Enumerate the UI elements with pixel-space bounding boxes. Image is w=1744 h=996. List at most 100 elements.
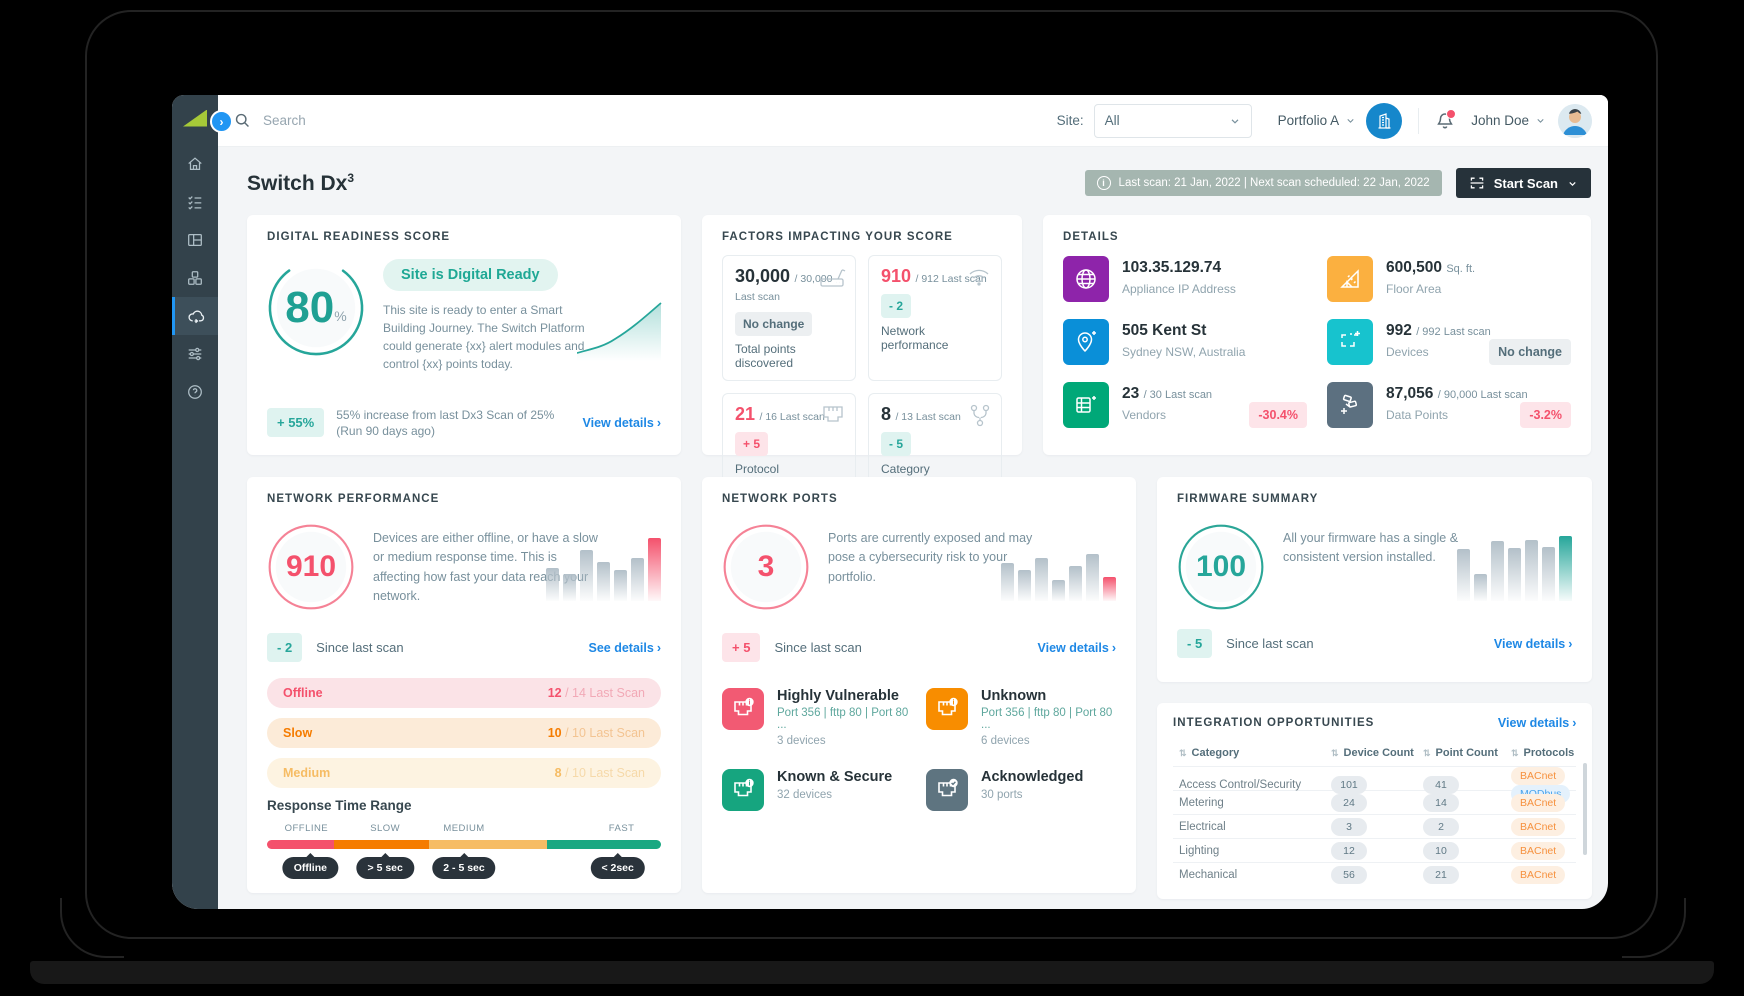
firmware-bars-chart — [1457, 535, 1573, 601]
main-content: Switch Dx3 i Last scan: 21 Jan, 2022 | N… — [218, 147, 1608, 909]
bar — [1103, 577, 1116, 601]
sidebar-nav — [172, 145, 218, 411]
sidebar-item-help[interactable] — [172, 373, 218, 411]
bar — [1508, 548, 1522, 601]
sidebar-item-tasks[interactable] — [172, 183, 218, 221]
layout-icon — [188, 233, 202, 247]
port-item-highly-vulnerable: i Highly Vulnerable Port 356 | fttp 80 |… — [722, 688, 912, 747]
bar — [1491, 541, 1505, 601]
user-menu[interactable]: John Doe — [1471, 113, 1546, 128]
port-item-acknowledged: Acknowledged 30 ports — [926, 769, 1116, 811]
sort-icon: ⇅ — [1331, 748, 1339, 758]
see-details-link[interactable]: See details › — [588, 640, 662, 655]
chevron-down-icon — [1347, 119, 1354, 123]
table-row[interactable]: Lighting 12 10 BACnet — [1173, 838, 1577, 862]
table-row[interactable]: Access Control/Security 101 41 BACnetMOD… — [1173, 766, 1577, 803]
details-card: DETAILS 103.35.129.74 Appliance IP Addres… — [1043, 215, 1591, 455]
ports-grid: i Highly Vulnerable Port 356 | fttp 80 |… — [722, 688, 1116, 811]
table-row[interactable]: Electrical 3 2 BACnet — [1173, 814, 1577, 838]
home-icon — [188, 157, 202, 171]
topbar: Site: All Portfolio A John Doe — [218, 95, 1608, 147]
data-points-icon — [1327, 382, 1373, 428]
view-details-link[interactable]: View details › — [1493, 636, 1573, 651]
bar — [1559, 536, 1573, 601]
network-ports-ring: 3 — [722, 523, 810, 611]
port-alert-icon: i — [926, 688, 968, 730]
search-input[interactable] — [261, 112, 585, 129]
page-title: Switch Dx3 — [247, 170, 355, 195]
column-header-protocols[interactable]: ⇅ Protocols — [1511, 747, 1575, 759]
network-ports-bars-chart — [1001, 535, 1116, 601]
card-title: INTEGRATION OPPORTUNITIES — [1173, 717, 1375, 729]
since-last-scan: Since last scan — [774, 640, 862, 655]
column-header-point-count[interactable]: ⇅ Point Count — [1423, 747, 1498, 759]
port-item-known-secure: i Known & Secure 32 devices — [722, 769, 912, 811]
device-plus-icon — [1327, 319, 1373, 365]
bar — [546, 568, 559, 601]
portfolio-building-icon[interactable] — [1366, 102, 1403, 139]
view-details-link[interactable]: View details › — [1497, 716, 1577, 730]
bar — [648, 538, 661, 601]
laptop-hinge-left — [60, 898, 124, 958]
port-alert-icon: i — [722, 688, 764, 730]
readiness-delta-text: 55% increase from last Dx3 Scan of 25% (R… — [336, 407, 555, 438]
sidebar-item-settings[interactable] — [172, 335, 218, 373]
factor-badge: + 5 — [735, 432, 769, 456]
factor-network-performance: 910 / 912 Last scan - 2 Network performa… — [868, 255, 1002, 381]
table-header-row: ⇅ Category ⇅ Device Count ⇅ Point Count ⇅ Pr… — [1173, 740, 1576, 766]
notifications-button[interactable] — [1435, 108, 1457, 131]
protocol-chip: BACnet — [1511, 841, 1566, 860]
globe-icon — [1063, 256, 1109, 302]
delta-badge: - 2 — [267, 633, 303, 662]
bar — [1525, 540, 1539, 601]
cloud-sync-icon — [188, 310, 205, 323]
status-row-slow: Slow 10 / 10 Last Scan — [267, 718, 661, 748]
topbar-divider — [1418, 107, 1420, 134]
protocol-chip: BACnet — [1511, 767, 1566, 785]
site-select[interactable]: All — [1093, 103, 1252, 138]
last-scan-chip: i Last scan: 21 Jan, 2022 | Next scan sc… — [1084, 170, 1442, 196]
view-details-link[interactable]: View details › — [582, 415, 661, 430]
portfolio-selector[interactable]: Portfolio A — [1278, 113, 1357, 128]
sidebar-item-assets[interactable] — [172, 259, 218, 297]
readiness-description: This site is ready to enter a Smart Buil… — [383, 303, 585, 371]
port-check-icon — [926, 769, 968, 811]
scan-icon — [1470, 177, 1484, 189]
checklist-icon — [188, 196, 202, 210]
svg-text:i: i — [749, 781, 751, 788]
firmware-ring: 100 — [1177, 523, 1265, 611]
network-performance-description: Devices are either offline, or have a sl… — [373, 531, 598, 604]
protocol-chip: BACnet — [1511, 817, 1566, 836]
network-performance-bars-chart — [546, 535, 661, 601]
view-details-link[interactable]: View details › — [1037, 640, 1116, 655]
bar — [614, 570, 627, 601]
firmware-description: All your firmware has a single & consist… — [1283, 531, 1459, 565]
column-header-category[interactable]: ⇅ Category — [1179, 747, 1240, 759]
protocol-chip: BACnet — [1511, 865, 1566, 884]
port-list[interactable]: Port 356 | fttp 80 | Port 80 ... — [981, 707, 1113, 731]
start-scan-button[interactable]: Start Scan — [1455, 168, 1591, 198]
response-time-range-heading: Response Time Range — [267, 798, 412, 813]
app-logo[interactable] — [172, 95, 218, 141]
laptop-hinge-right — [1622, 898, 1686, 958]
table-scrollbar[interactable] — [1583, 763, 1588, 855]
bar — [563, 574, 576, 601]
bar — [1069, 566, 1082, 601]
table-row[interactable]: Metering 24 14 BACnet — [1173, 790, 1577, 814]
port-list[interactable]: Port 356 | fttp 80 | Port 80 ... — [777, 707, 909, 731]
network-ports-description: Ports are currently exposed and may pose… — [828, 531, 1033, 584]
bar — [1035, 558, 1048, 601]
table-row[interactable]: Mechanical 56 21 BACnet — [1173, 862, 1577, 886]
sidebar-expand-button[interactable]: › — [210, 110, 233, 133]
map-pin-icon — [1063, 319, 1109, 365]
sidebar-item-dashboard[interactable] — [172, 221, 218, 259]
sort-icon: ⇅ — [1179, 748, 1187, 758]
sidebar-item-home[interactable] — [172, 145, 218, 183]
sidebar-item-cloud-scan[interactable] — [172, 297, 218, 335]
column-header-device-count[interactable]: ⇅ Device Count — [1331, 747, 1414, 759]
ethernet-port-icon — [819, 402, 847, 435]
factor-badge: No change — [735, 312, 813, 336]
avatar[interactable] — [1558, 103, 1592, 138]
readiness-delta-badge: + 55% — [267, 408, 325, 438]
segment-fast — [546, 840, 661, 849]
